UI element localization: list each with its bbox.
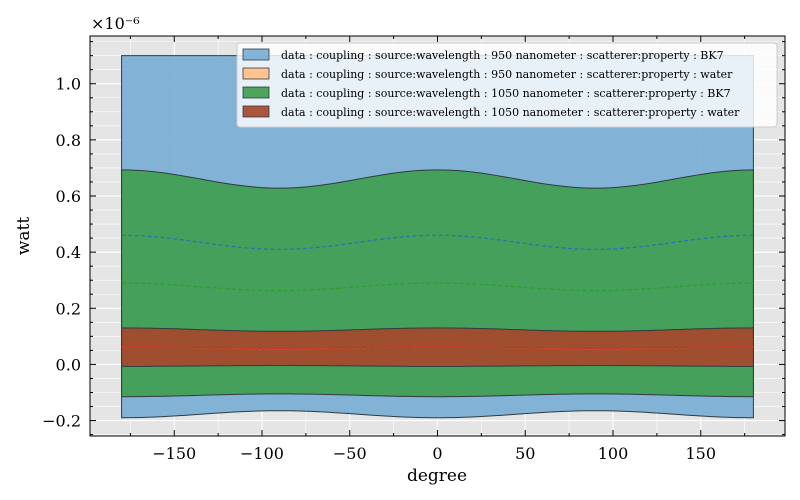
scale-label: ×10⁻⁶ — [91, 14, 140, 33]
x-tick-label: −100 — [240, 444, 284, 463]
legend-swatch — [242, 105, 270, 118]
legend-entry: data : coupling : source:wavelength : 10… — [281, 106, 740, 119]
mean-line-series-4 — [121, 346, 754, 350]
y-tick-label: 0.8 — [56, 131, 81, 150]
x-tick-label: 100 — [598, 444, 629, 463]
y-tick-label: 0.2 — [56, 299, 81, 318]
legend: data : coupling : source:wavelength : 95… — [236, 42, 778, 128]
x-tick-label: 50 — [515, 444, 535, 463]
mean-line-series-3 — [121, 282, 754, 292]
mean-line-series-1 — [121, 234, 754, 250]
y-tick-label: 0.6 — [56, 187, 81, 206]
y-tick-label: 0.4 — [56, 243, 81, 262]
legend-entry: data : coupling : source:wavelength : 95… — [281, 49, 724, 62]
x-axis-label: degree — [407, 466, 467, 486]
y-tick-label: 0.0 — [56, 355, 81, 374]
y-tick-label: −0.2 — [42, 412, 81, 431]
legend-entry: data : coupling : source:wavelength : 95… — [281, 68, 733, 81]
x-tick-label: −50 — [333, 444, 367, 463]
legend-swatch — [242, 86, 270, 99]
legend-box — [236, 42, 778, 128]
x-tick-label: 150 — [685, 444, 716, 463]
x-tick-label: −150 — [152, 444, 196, 463]
legend-swatch — [242, 67, 270, 80]
legend-entry: data : coupling : source:wavelength : 10… — [281, 87, 731, 100]
x-tick-label: 0 — [432, 444, 442, 463]
y-axis-label: watt — [14, 217, 34, 256]
y-tick-label: 1.0 — [56, 75, 81, 94]
legend-swatch — [242, 48, 270, 61]
